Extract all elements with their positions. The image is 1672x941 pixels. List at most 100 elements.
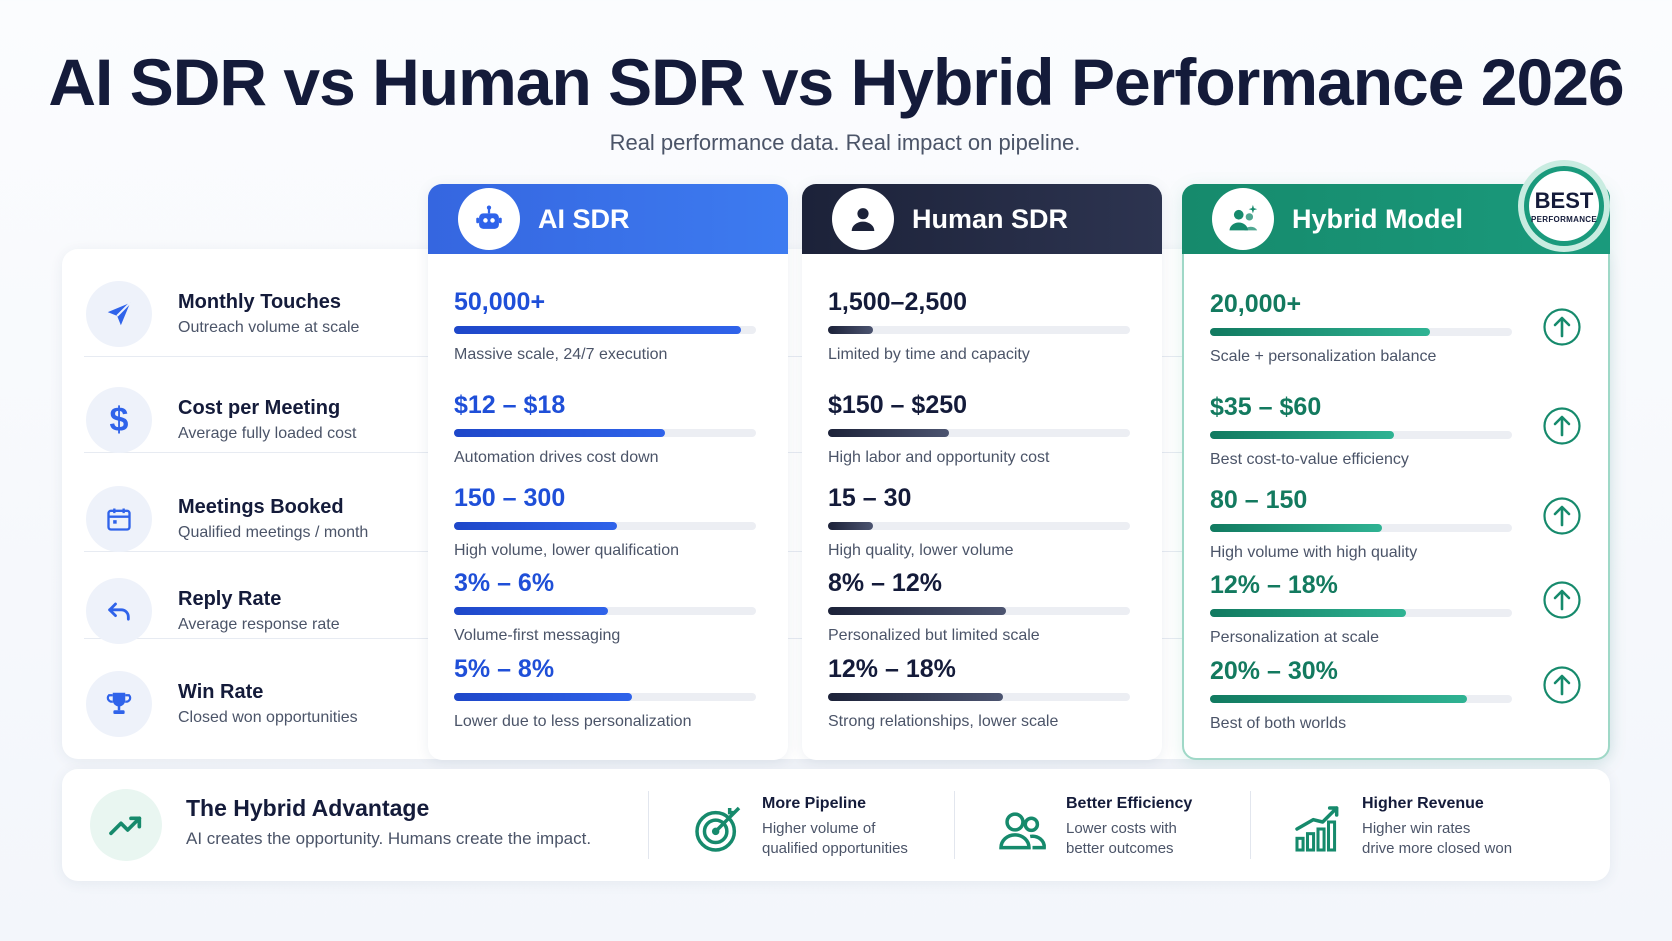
metric-value: 80 – 150	[1210, 486, 1308, 514]
progress-track	[454, 429, 756, 437]
progress-fill	[828, 607, 1006, 615]
metric-value: $12 – $18	[454, 391, 566, 419]
advantage-title: The Hybrid Advantage	[186, 795, 430, 821]
hybrid-advantage-bar: The Hybrid Advantage AI creates the oppo…	[62, 769, 1610, 881]
best-performance-badge: BEST PERFORMANCE	[1518, 190, 1610, 225]
metric-cell: 150 – 300 High volume, lower qualificatio…	[454, 484, 764, 560]
progress-fill	[828, 693, 1003, 701]
progress-track	[828, 693, 1130, 701]
badge-sublabel: PERFORMANCE	[1531, 215, 1597, 224]
progress-fill	[828, 522, 873, 530]
users-icon	[999, 812, 1046, 850]
feature-description: Higher volume of qualified opportunities	[762, 820, 908, 857]
target-icon	[695, 806, 741, 852]
progress-track	[454, 693, 756, 701]
progress-fill	[828, 326, 873, 334]
column-ai-sdr: AI SDR 50,000+ Massive scale, 24/7 execut…	[428, 184, 788, 760]
metric-value: 5% – 8%	[454, 655, 555, 683]
metric-description: Outreach volume at scale	[178, 319, 360, 336]
metric-note: High volume, lower qualification	[454, 542, 679, 559]
feature-description: Lower costs with better outcomes	[1066, 820, 1177, 857]
metric-cell: 12% – 18% Strong relationships, lower sca…	[828, 655, 1138, 731]
metric-note: High labor and opportunity cost	[828, 449, 1050, 466]
feature-title: Higher Revenue	[1362, 795, 1484, 812]
metric-cell: 20,000+ Scale + personalization balance	[1210, 290, 1520, 366]
trophy-icon	[86, 671, 152, 737]
metric-value: 12% – 18%	[828, 655, 956, 683]
metric-cell: $35 – $60 Best cost-to-value efficiency	[1210, 393, 1520, 469]
progress-track	[828, 326, 1130, 334]
feature-more-pipeline: More Pipeline Higher volume of qualified …	[690, 795, 932, 859]
progress-fill	[454, 522, 617, 530]
arrow-up-circle-icon	[1543, 581, 1581, 619]
metric-note: Best cost-to-value efficiency	[1210, 451, 1409, 468]
column-hybrid-model: Hybrid Model 20,000+ Scale + personalizat…	[1182, 184, 1610, 760]
arrow-up-circle-icon	[1543, 666, 1581, 704]
progress-fill	[454, 429, 665, 437]
metric-description: Average fully loaded cost	[178, 425, 357, 442]
metric-value: 3% – 6%	[454, 569, 555, 597]
robot-icon	[458, 188, 520, 250]
metric-row-cost-per-meeting: $ Cost per Meeting Average fully loaded …	[86, 387, 426, 453]
column-title: Human SDR	[912, 203, 1069, 234]
reply-arrow-icon	[86, 578, 152, 644]
team-sparkle-icon	[1212, 188, 1274, 250]
progress-track	[1210, 524, 1512, 532]
advantage-subtitle: AI creates the opportunity. Humans creat…	[186, 829, 592, 848]
metric-value: $150 – $250	[828, 391, 968, 419]
progress-track	[1210, 431, 1512, 439]
feature-title: More Pipeline	[762, 795, 867, 812]
feature-title: Better Efficiency	[1066, 795, 1193, 812]
metric-cell: 20% – 30% Best of both worlds	[1210, 657, 1520, 733]
bar-growth-icon	[1295, 806, 1339, 852]
metric-value: 12% – 18%	[1210, 571, 1338, 599]
progress-fill	[828, 429, 949, 437]
metric-note: Volume-first messaging	[454, 627, 621, 644]
metric-value: 8% – 12%	[828, 569, 942, 597]
metric-cell: 3% – 6% Volume-first messaging	[454, 569, 764, 645]
progress-fill	[1210, 431, 1394, 439]
column-header-human-sdr: Human SDR	[802, 184, 1162, 254]
metric-cell: 50,000+ Massive scale, 24/7 execution	[454, 288, 764, 364]
metric-value: 150 – 300	[454, 484, 566, 512]
metric-row-monthly-touches: Monthly Touches Outreach volume at scale	[86, 281, 426, 347]
person-icon	[832, 188, 894, 250]
metric-note: Best of both worlds	[1210, 715, 1347, 732]
metric-cell: 5% – 8% Lower due to less personalization	[454, 655, 764, 731]
metric-value: 20% – 30%	[1210, 657, 1338, 685]
arrow-up-circle-icon	[1543, 407, 1581, 445]
metric-note: Massive scale, 24/7 execution	[454, 346, 668, 363]
calendar-icon	[86, 486, 152, 552]
progress-track	[1210, 328, 1512, 336]
progress-fill	[454, 607, 608, 615]
ribbon-badge-icon	[1518, 160, 1610, 252]
metric-value: 50,000+	[454, 288, 546, 316]
progress-track	[454, 607, 756, 615]
metric-note: Strong relationships, lower scale	[828, 713, 1059, 730]
divider	[1250, 791, 1251, 859]
metric-cell: $12 – $18 Automation drives cost down	[454, 391, 764, 467]
trend-up-icon	[90, 789, 162, 861]
divider	[954, 791, 955, 859]
metric-cell: 15 – 30 High quality, lower volume	[828, 484, 1138, 560]
metric-note: Personalization at scale	[1210, 629, 1379, 646]
progress-fill	[1210, 328, 1430, 336]
metric-note: High quality, lower volume	[828, 542, 1014, 559]
metric-note: Scale + personalization balance	[1210, 348, 1437, 365]
column-human-sdr: Human SDR 1,500–2,500 Limited by time and…	[802, 184, 1162, 760]
progress-fill	[1210, 524, 1382, 532]
progress-track	[1210, 609, 1512, 617]
metric-note: Personalized but limited scale	[828, 627, 1040, 644]
page-subtitle: Real performance data. Real impact on pi…	[609, 130, 1081, 155]
metric-note: Automation drives cost down	[454, 449, 659, 466]
metric-value: 20,000+	[1210, 290, 1302, 318]
metric-row-meetings-booked: Meetings Booked Qualified meetings / mon…	[86, 486, 426, 552]
metric-description: Average response rate	[178, 616, 340, 633]
metric-description: Closed won opportunities	[178, 709, 358, 726]
dollar-icon: $	[86, 387, 152, 453]
progress-track	[454, 522, 756, 530]
metric-name: Cost per Meeting	[178, 397, 341, 419]
progress-track	[828, 607, 1130, 615]
metric-cell: 1,500–2,500 Limited by time and capacity	[828, 288, 1138, 364]
metric-cell: $150 – $250 High labor and opportunity co…	[828, 391, 1138, 467]
